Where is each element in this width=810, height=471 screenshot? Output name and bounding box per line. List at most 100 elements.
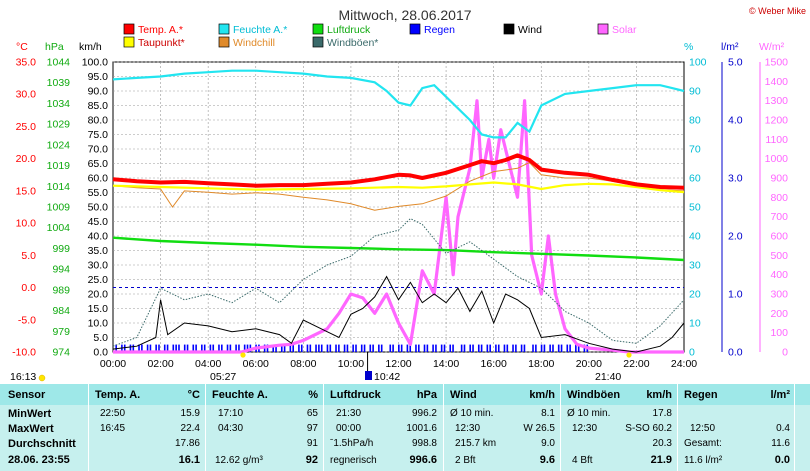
solar-tick-label: 1500 xyxy=(765,57,789,69)
legend-label: Solar xyxy=(612,24,637,36)
rain-bar xyxy=(129,344,132,352)
current-temp: 16.1 xyxy=(178,454,200,466)
rain-bar xyxy=(238,344,240,352)
solar-tick-label: 0 xyxy=(782,347,788,359)
solar-tick-label: 1200 xyxy=(765,115,789,127)
pressure-tick-label: 974 xyxy=(52,347,70,359)
current-rain: 0.0 xyxy=(774,454,790,466)
series-gusts xyxy=(112,217,685,347)
avg-rain-label: Gesamt: xyxy=(684,438,722,449)
time-tick-label: 00:00 xyxy=(100,358,126,370)
temp-tick-label: -10.0 xyxy=(12,347,36,359)
header-humidity-unit: % xyxy=(308,389,318,401)
sun-icon xyxy=(38,374,46,382)
rain-bar xyxy=(186,344,189,352)
legend-swatch xyxy=(312,36,324,48)
avg-wind-label: 215.7 km xyxy=(455,438,497,449)
row-max-label: MaxWert xyxy=(8,423,54,435)
wind-tick-label: 25.0 xyxy=(88,274,109,286)
solar-tick-label: 1400 xyxy=(765,76,789,88)
rain-bar xyxy=(315,344,317,352)
humidity-tick-label: 30 xyxy=(689,260,701,272)
temp-tick-label: -5.0 xyxy=(18,314,36,326)
rain-bar xyxy=(472,344,474,352)
wind-tick-label: 80.0 xyxy=(88,115,109,127)
rain-bar xyxy=(463,344,466,352)
rain-tick-label: 4.0 xyxy=(728,115,743,127)
current-press-label: regnerisch xyxy=(330,455,377,466)
rain-bar xyxy=(409,344,412,352)
legend-label: Windchill xyxy=(233,37,275,49)
wind-tick-label: 35.0 xyxy=(88,245,109,257)
legend-swatch xyxy=(312,23,324,35)
stats-table-header xyxy=(0,384,810,405)
rain-bar xyxy=(452,344,454,352)
rain-bar xyxy=(166,344,169,352)
temp-tick-label: 10.0 xyxy=(16,218,37,230)
rain-bar xyxy=(338,344,340,352)
rain-bar xyxy=(520,344,523,352)
header-pressure: Luftdruck xyxy=(330,389,381,401)
pressure-tick-label: 1034 xyxy=(47,98,71,110)
solar-tick-label: 800 xyxy=(770,192,788,204)
rain-bar xyxy=(346,344,349,352)
solar-tick-label: 500 xyxy=(770,250,788,262)
sunrise-icon xyxy=(240,352,246,358)
solar-tick-label: 700 xyxy=(770,211,788,223)
wind-tick-label: 75.0 xyxy=(88,129,109,141)
rain-bar xyxy=(512,344,514,352)
series-dewpoint xyxy=(112,181,685,194)
rain-bar xyxy=(515,344,517,352)
min-temp: 15.9 xyxy=(180,408,200,419)
wind-tick-label: 40.0 xyxy=(88,231,109,243)
time-tick-label: 02:00 xyxy=(147,358,173,370)
solar-tick-label: 1300 xyxy=(765,95,789,107)
pressure-tick-label: 1014 xyxy=(47,181,71,193)
legend-swatch xyxy=(218,23,230,35)
rain-bar xyxy=(146,344,149,352)
pressure-tick-label: 1009 xyxy=(47,202,71,214)
header-gust: Windböen xyxy=(567,389,621,401)
series-wind xyxy=(112,275,685,353)
current-press: 996.6 xyxy=(409,454,437,466)
solar-tick-label: 400 xyxy=(770,269,788,281)
max-hum: 97 xyxy=(306,423,318,434)
pressure-tick-label: 1044 xyxy=(47,57,71,69)
rain-bar xyxy=(423,344,426,352)
rain-bar xyxy=(158,344,160,352)
rain-bar xyxy=(309,344,312,352)
rain-bar xyxy=(392,344,394,352)
rain-bar xyxy=(569,344,571,352)
min-press: 996.2 xyxy=(411,408,437,419)
rain-bar xyxy=(477,344,480,352)
humidity-tick-label: 80 xyxy=(689,115,701,127)
rain-bar xyxy=(175,344,177,352)
rain-bar xyxy=(398,344,400,352)
wind-tick-label: 15.0 xyxy=(88,303,109,315)
rain-bar xyxy=(480,344,483,352)
chart-title: Mittwoch, 28.06.2017 xyxy=(338,7,471,23)
humidity-tick-label: 20 xyxy=(689,289,701,301)
rain-bar xyxy=(226,344,229,352)
rain-bar xyxy=(549,344,551,352)
min-gust-label: Ø 10 min. xyxy=(567,408,611,419)
rain-bar xyxy=(360,344,363,352)
rain-bar xyxy=(178,344,180,352)
solar-tick-label: 1100 xyxy=(765,134,788,146)
rain-bar xyxy=(400,344,403,352)
time-tick-label: 10:00 xyxy=(338,358,364,370)
wind-unit-label: km/h xyxy=(79,41,102,53)
rain-bar xyxy=(532,344,534,352)
wind-tick-label: 90.0 xyxy=(88,86,109,98)
temp-tick-label: 5.0 xyxy=(21,250,36,262)
series-solar xyxy=(113,99,684,354)
wind-tick-label: 10.0 xyxy=(88,318,109,330)
rain-bar xyxy=(235,344,237,352)
rain-bar xyxy=(203,344,206,352)
rain-bar xyxy=(495,344,497,352)
weather-chart: 35.0 30.0 25.0 20.0 15.0 10.0 5.0 0.0 -5.0 -10.0 1… xyxy=(10,6,806,383)
header-wind-unit: km/h xyxy=(529,389,555,401)
rain-bar xyxy=(363,344,366,352)
min-press-time: 21:30 xyxy=(336,408,362,419)
pressure-tick-label: 1024 xyxy=(47,139,71,151)
